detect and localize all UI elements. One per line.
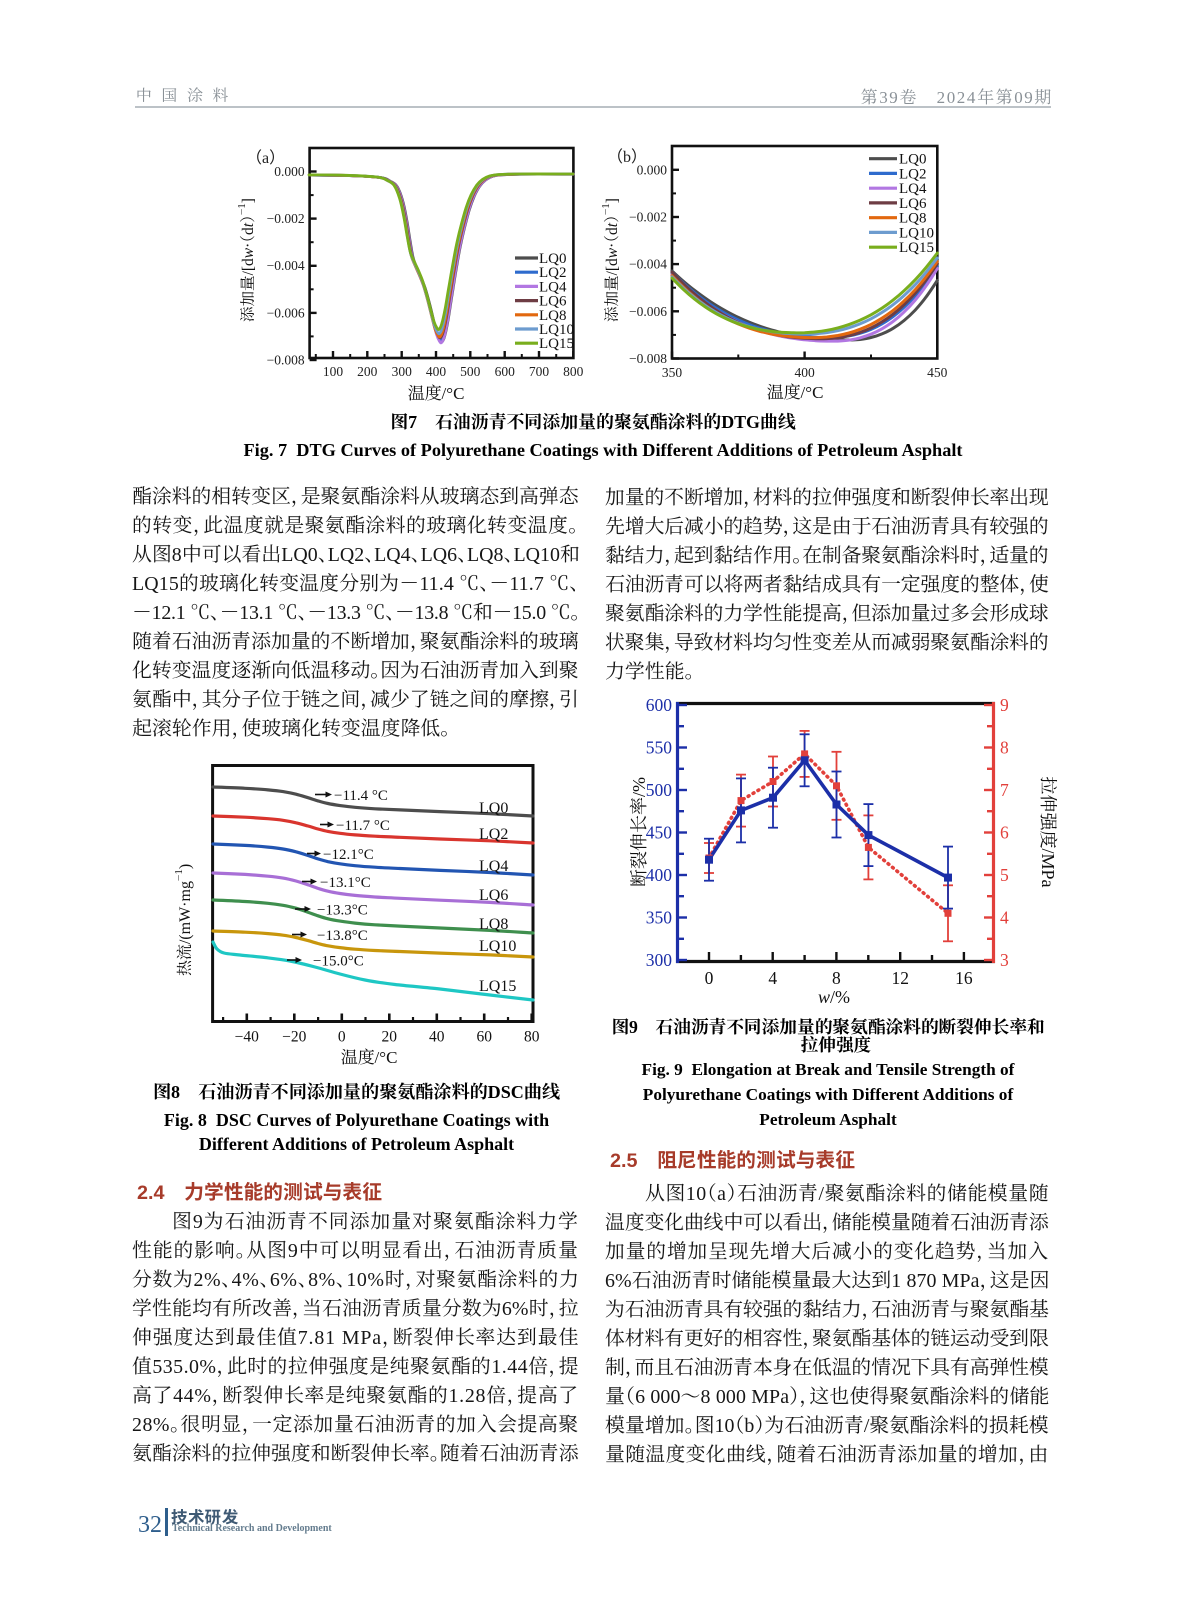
svg-text:−0.004: −0.004 [267, 258, 305, 273]
svg-text:LQ8: LQ8 [899, 211, 927, 227]
svg-text:−13.3°C: −13.3°C [317, 903, 368, 919]
svg-text:LQ10: LQ10 [899, 225, 934, 241]
svg-text:−0.004: −0.004 [629, 257, 667, 272]
svg-text:温度/°C: 温度/°C [341, 1043, 398, 1068]
svg-text:5: 5 [1000, 865, 1009, 885]
svg-text:800: 800 [563, 364, 584, 379]
svg-text:450: 450 [646, 823, 673, 843]
svg-text:−0.008: −0.008 [629, 351, 667, 366]
svg-text:添加量/[dw·（dt）−1]: 添加量/[dw·（dt）−1] [233, 198, 258, 322]
svg-text:0: 0 [705, 968, 714, 988]
svg-text:LQ2: LQ2 [539, 265, 567, 281]
svg-text:LQ0: LQ0 [479, 800, 508, 817]
svg-text:300: 300 [392, 364, 413, 379]
svg-text:−0.002: −0.002 [267, 211, 305, 226]
svg-text:LQ0: LQ0 [899, 152, 927, 168]
svg-text:4: 4 [768, 968, 777, 988]
svg-text:LQ2: LQ2 [479, 826, 508, 843]
svg-text:350: 350 [662, 365, 683, 380]
svg-text:6: 6 [1000, 823, 1009, 843]
svg-text:热流/(mW·mg−1): 热流/(mW·mg−1) [170, 864, 195, 976]
svg-text:温度/°C: 温度/°C [767, 378, 824, 403]
svg-text:−13.1°C: −13.1°C [320, 875, 371, 891]
svg-text:40: 40 [429, 1029, 445, 1046]
svg-text:550: 550 [646, 738, 673, 758]
svg-text:500: 500 [646, 780, 673, 800]
svg-text:LQ6: LQ6 [539, 294, 567, 310]
svg-text:100: 100 [323, 364, 344, 379]
svg-text:LQ15: LQ15 [899, 240, 934, 256]
svg-text:400: 400 [426, 364, 447, 379]
svg-text:200: 200 [357, 364, 378, 379]
svg-text:LQ0: LQ0 [539, 251, 567, 267]
svg-text:9: 9 [1000, 695, 1009, 715]
svg-text:12: 12 [891, 968, 909, 988]
svg-text:LQ8: LQ8 [479, 916, 508, 933]
svg-text:400: 400 [794, 365, 815, 380]
svg-text:350: 350 [646, 908, 673, 928]
svg-text:LQ4: LQ4 [479, 858, 508, 875]
svg-text:拉伸强度/MPa: 拉伸强度/MPa [1036, 776, 1062, 887]
svg-text:0: 0 [338, 1029, 346, 1046]
svg-text:8: 8 [1000, 738, 1009, 758]
svg-text:4: 4 [1000, 908, 1009, 928]
svg-text:−0.008: −0.008 [267, 353, 305, 368]
svg-text:16: 16 [955, 968, 973, 988]
svg-text:80: 80 [524, 1029, 540, 1046]
svg-text:0.000: 0.000 [274, 164, 305, 179]
svg-text:−0.006: −0.006 [267, 305, 305, 320]
svg-text:400: 400 [646, 865, 673, 885]
svg-text:LQ10: LQ10 [479, 938, 516, 955]
svg-text:LQ6: LQ6 [899, 196, 927, 212]
svg-text:−11.7 °C: −11.7 °C [336, 818, 390, 834]
svg-text:添加量/[dw·（dt）−1]: 添加量/[dw·（dt）−1] [597, 198, 622, 322]
svg-text:−0.006: −0.006 [629, 304, 667, 319]
svg-text:8: 8 [832, 968, 841, 988]
svg-text:500: 500 [460, 364, 481, 379]
svg-text:−13.8°C: −13.8°C [317, 928, 368, 944]
svg-text:−15.0°C: −15.0°C [313, 954, 364, 970]
svg-text:450: 450 [927, 365, 948, 380]
svg-text:断裂伸长率/%: 断裂伸长率/% [625, 777, 651, 887]
svg-text:（a）: （a） [246, 149, 285, 167]
svg-text:0.000: 0.000 [637, 162, 668, 177]
svg-text:LQ2: LQ2 [899, 166, 927, 182]
svg-text:−11.4 °C: −11.4 °C [334, 788, 388, 804]
svg-text:−20: −20 [282, 1029, 306, 1046]
svg-text:3: 3 [1000, 950, 1009, 970]
svg-text:LQ4: LQ4 [899, 181, 927, 197]
svg-text:温度/°C: 温度/°C [408, 379, 465, 404]
svg-text:7: 7 [1000, 780, 1009, 800]
svg-text:LQ15: LQ15 [539, 336, 574, 352]
svg-text:−12.1°C: −12.1°C [323, 847, 374, 863]
svg-text:LQ4: LQ4 [539, 279, 567, 295]
svg-text:600: 600 [646, 695, 673, 715]
svg-text:−0.002: −0.002 [629, 210, 667, 225]
svg-text:−40: −40 [235, 1029, 259, 1046]
svg-text:（b）: （b） [607, 148, 647, 166]
svg-text:20: 20 [382, 1029, 398, 1046]
svg-text:LQ6: LQ6 [479, 887, 508, 904]
svg-text:60: 60 [476, 1029, 492, 1046]
svg-text:600: 600 [495, 364, 516, 379]
svg-text:w/%: w/% [818, 987, 850, 1007]
svg-text:LQ15: LQ15 [479, 978, 516, 995]
svg-text:LQ8: LQ8 [539, 308, 567, 324]
svg-text:700: 700 [529, 364, 550, 379]
svg-text:LQ10: LQ10 [539, 322, 574, 338]
svg-text:300: 300 [646, 950, 673, 970]
